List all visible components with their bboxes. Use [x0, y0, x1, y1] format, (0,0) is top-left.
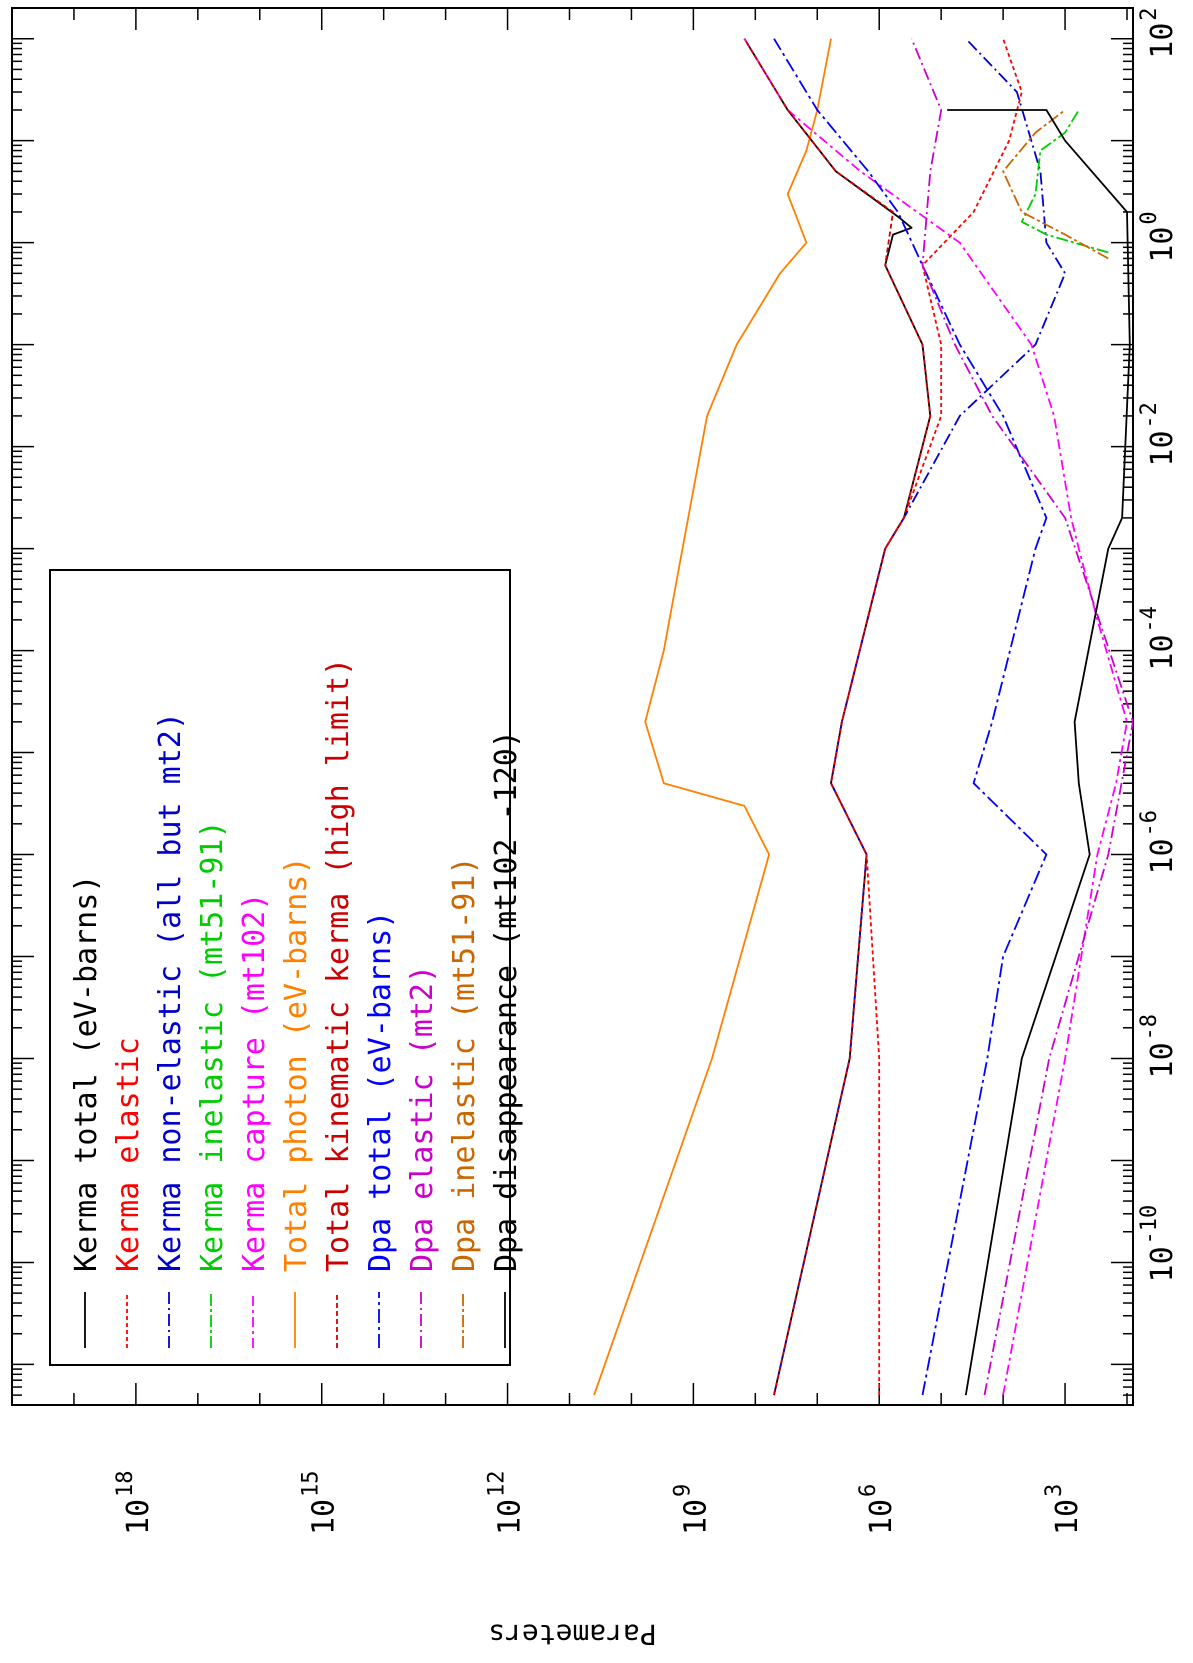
legend-label: Dpa total (eV-barns): [363, 911, 398, 1272]
x-tick-exponent: -10: [1137, 1205, 1162, 1245]
x-tick-exponent: -8: [1137, 1014, 1162, 1041]
y-tick-label: 103: [1042, 1484, 1085, 1535]
y-tick-base: 10: [864, 1499, 899, 1535]
y-tick-exponent: 18: [113, 1471, 138, 1498]
series-line: [743, 38, 932, 1396]
x-tick-label: 10-8: [1137, 1014, 1180, 1079]
y-tick-base: 10: [307, 1499, 342, 1535]
legend-label: Kerma inelastic (mt51-91): [195, 820, 230, 1272]
x-tick-base: 10: [1145, 838, 1180, 874]
legend-label: Dpa inelastic (mt51-91): [447, 857, 482, 1272]
legend-label: Kerma total (eV-barns): [69, 875, 104, 1272]
x-tick-base: 10: [1145, 227, 1180, 263]
y-tick-exponent: 6: [856, 1484, 881, 1497]
x-tick-label: 10-10: [1137, 1205, 1180, 1283]
x-tick-exponent: 2: [1137, 7, 1162, 20]
legend: Kerma total (eV-barns) Kerma elastic Kerma…: [49, 569, 524, 1366]
x-tick-base: 10: [1145, 430, 1180, 466]
x-tick-exponent: 0: [1137, 211, 1162, 224]
series-line: [593, 38, 832, 1396]
x-tick-exponent: -6: [1137, 810, 1162, 837]
series-line: [1002, 109, 1109, 260]
x-tick-base: 10: [1145, 23, 1180, 59]
y-tick-exponent: 9: [670, 1484, 695, 1497]
series-line: [1020, 109, 1109, 254]
legend-label: Dpa elastic (mt2): [405, 965, 440, 1272]
legend-label: Kerma capture (mt102): [237, 893, 272, 1272]
y-tick-base: 10: [1050, 1499, 1085, 1535]
series-line: [743, 38, 1128, 1396]
legend-label: Total photon (eV-barns): [279, 857, 314, 1272]
plot-frame: [11, 7, 1134, 1406]
x-tick-label: 100: [1137, 211, 1180, 262]
y-tick-label: 106: [856, 1484, 899, 1535]
legend-label: Dpa disappearance (mt102 -120): [489, 730, 524, 1272]
x-tick-label: 10-2: [1137, 402, 1180, 467]
y-tick-base: 10: [121, 1499, 156, 1535]
series-line: [910, 38, 1133, 1396]
y-axis-label: Parameters: [488, 1618, 657, 1651]
x-tick-base: 10: [1145, 1246, 1180, 1282]
y-tick-exponent: 3: [1042, 1484, 1067, 1497]
legend-box: [49, 569, 511, 1366]
x-tick-label: 10-4: [1137, 606, 1180, 671]
x-tick-base: 10: [1145, 1042, 1180, 1078]
x-tick-base: 10: [1145, 634, 1180, 670]
series-layer: [593, 38, 1133, 1396]
y-tick-base: 10: [678, 1499, 713, 1535]
x-tick-exponent: -4: [1137, 606, 1162, 633]
series-line: [773, 38, 1066, 1396]
series-line: [773, 38, 1048, 1396]
x-tick-exponent: -2: [1137, 402, 1162, 429]
y-tick-base: 10: [493, 1499, 528, 1535]
y-tick-exponent: 12: [485, 1471, 510, 1498]
y-tick-label: 109: [670, 1484, 713, 1535]
series-line: [743, 38, 932, 1396]
series-line: [947, 109, 1131, 1396]
y-tick-exponent: 15: [299, 1471, 324, 1498]
x-tick-label: 10-6: [1137, 810, 1180, 875]
legend-label: Kerma non-elastic (all but mt2): [153, 712, 188, 1272]
legend-label: Kerma elastic: [111, 1037, 146, 1272]
x-tick-label: 102: [1137, 7, 1180, 58]
legend-label: Total kinematic kerma (high limit): [321, 658, 356, 1272]
